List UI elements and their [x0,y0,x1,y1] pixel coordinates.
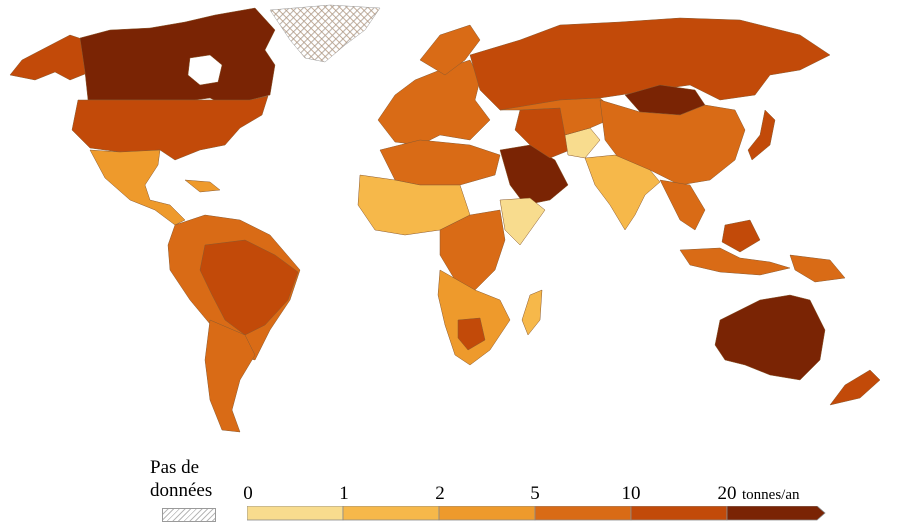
region-japan [747,109,776,161]
region-madagascar [521,289,543,336]
region-new-guinea [789,254,846,283]
region-alaska [9,34,91,81]
world-map [9,4,881,433]
scale-segment-20-plus [726,506,826,521]
region-southeast-asia [659,179,706,231]
region-north-africa [379,139,501,186]
scale-segment-0-1 [247,506,344,521]
color-scale-bar [247,506,826,521]
legend-tick-0: 0 [243,483,253,504]
region-brazil [199,239,299,336]
scale-segment-1-2 [342,506,440,521]
scale-segment-5-10 [534,506,632,521]
legend-tick-2: 2 [435,483,445,504]
legend-tick-5: 5 [530,483,540,504]
region-borneo [721,219,761,253]
region-southern-cone [204,319,256,433]
region-indonesia [679,247,791,276]
scale-segment-10-20 [630,506,728,521]
region-india [584,154,661,231]
region-southern-africa [437,269,511,366]
region-south-africa [457,317,486,351]
region-europe [377,59,491,146]
region-new-zealand [829,369,881,406]
region-canada [79,7,276,109]
region-scandinavia [419,24,481,76]
legend-tick-20: 20 [717,483,737,504]
nodata-swatch [162,508,216,522]
region-central-asia [499,97,621,136]
scale-segment-2-5 [438,506,536,521]
region-usa [71,95,269,161]
region-horn-of-africa [499,197,546,246]
legend-tick-10: 10 [621,483,641,504]
region-australia [714,294,826,381]
legend-tick-1: 1 [339,483,349,504]
region-caribbean [184,179,221,193]
region-greenland [269,4,381,63]
region-central-africa [439,209,506,291]
region-hudson-bay [187,54,223,86]
region-mexico [89,149,186,226]
nodata-label: Pas de données [150,457,213,501]
legend-unit: tonnes/an [742,487,800,503]
